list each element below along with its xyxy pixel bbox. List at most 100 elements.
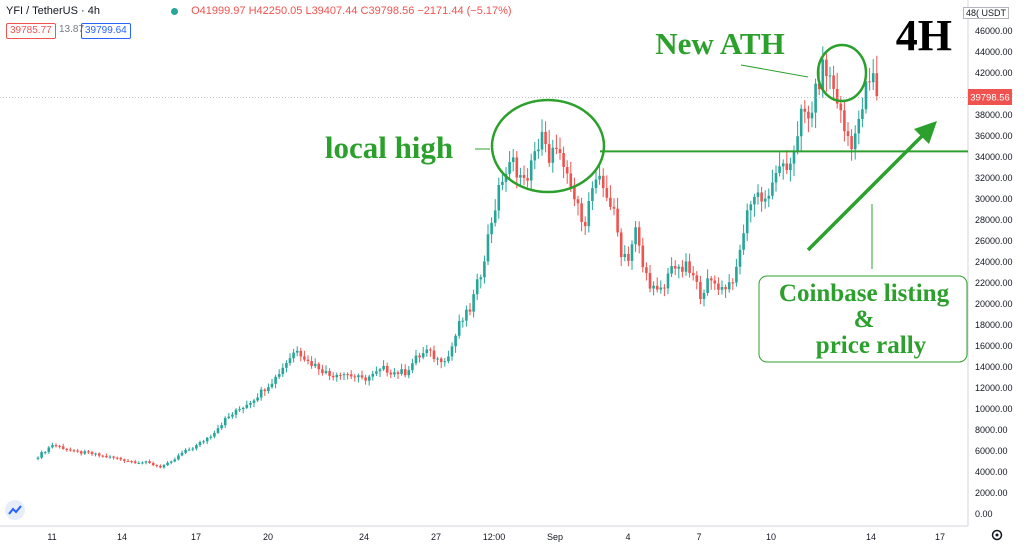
candle-body — [522, 175, 526, 179]
y-tick-label: 12000.00 — [975, 383, 1013, 393]
rally-arrow — [806, 126, 932, 252]
candle-body — [807, 111, 810, 119]
candle-body — [695, 275, 699, 282]
candle-body — [141, 462, 144, 464]
candle-body — [659, 287, 663, 290]
x-tick-label: 27 — [431, 532, 441, 542]
timeframe-label: 4H — [896, 11, 952, 60]
candle-body — [313, 363, 317, 367]
candle-body — [591, 188, 594, 201]
candle-body — [843, 110, 846, 132]
candle-body — [213, 432, 216, 437]
x-tick-label: 12:00 — [483, 532, 506, 542]
candle-body — [720, 287, 724, 290]
candle-body — [796, 136, 799, 151]
candle-body — [342, 374, 346, 376]
candle-body — [864, 81, 868, 110]
candlesticks — [36, 46, 879, 469]
candle-body — [558, 149, 562, 154]
market-status-icon — [171, 7, 179, 15]
candle-body — [598, 175, 601, 180]
candle-body — [497, 185, 501, 211]
y-tick-label: 46000.00 — [975, 26, 1013, 36]
candle-body — [414, 355, 418, 364]
local-high-circle — [490, 98, 606, 194]
symbol-label[interactable]: YFI / TetherUS · 4h — [6, 5, 100, 17]
currency-label: USDT — [981, 8, 1007, 18]
candle-body — [742, 233, 745, 250]
x-tick-label: 20 — [263, 532, 273, 542]
candle-body — [191, 448, 195, 450]
listing-line-1: Coinbase listing — [779, 280, 950, 307]
candle-body — [54, 445, 58, 447]
candle-body — [605, 188, 609, 198]
candle-body — [853, 133, 857, 150]
candle-body — [875, 73, 879, 97]
x-tick-label: 24 — [359, 532, 369, 542]
candle-body — [223, 418, 227, 426]
price-axis[interactable]: 0.00 2000.00 4000.00 6000.00 8000.00 10000.00… — [967, 0, 1013, 526]
candle-body — [241, 407, 245, 410]
candle-body — [681, 266, 684, 272]
candle-body — [619, 232, 623, 258]
candle-body — [382, 365, 385, 370]
candle-body — [573, 186, 576, 200]
candle-body — [702, 292, 706, 299]
candle-body — [778, 166, 781, 174]
candle-body — [850, 136, 853, 150]
candle-body — [252, 400, 256, 403]
currency-selector[interactable]: 48( USDT — [963, 7, 1010, 19]
candle-body — [263, 389, 267, 392]
candle-body — [79, 451, 83, 454]
candle-body — [306, 359, 310, 362]
candle-body — [184, 449, 187, 453]
candle-body — [540, 131, 544, 150]
ask-price[interactable]: 39799.64 — [81, 23, 131, 39]
candle-body — [58, 445, 61, 447]
y-tick-label: 26000.00 — [975, 236, 1013, 246]
bid-price[interactable]: 39785.77 — [6, 23, 56, 39]
candle-body — [450, 346, 454, 357]
candle-body — [220, 425, 223, 429]
candle-body — [292, 352, 295, 359]
candle-body — [209, 436, 213, 438]
candle-body — [133, 461, 137, 464]
candle-body — [119, 457, 123, 460]
candle-body — [400, 369, 403, 374]
candle-body — [335, 374, 339, 378]
candle-body — [195, 445, 198, 449]
candle-body — [436, 358, 439, 360]
candle-body — [123, 459, 126, 461]
chart-header: YFI / TetherUS · 4h O41999.97 H42250.05 … — [6, 5, 512, 17]
candle-body — [346, 374, 349, 376]
candle-body — [177, 455, 180, 460]
candle-body — [825, 59, 828, 77]
candle-body — [731, 282, 735, 284]
candle-body — [738, 249, 742, 267]
candle-body — [137, 462, 141, 464]
settings-gear-icon[interactable] — [991, 529, 1003, 541]
candle-body — [425, 349, 429, 354]
candle-body — [378, 369, 382, 372]
candle-body — [245, 404, 249, 408]
time-axis[interactable]: 11 14 17 20 24 27 12:00 Sep 4 7 10 14 17 — [0, 525, 968, 542]
candle-body — [112, 456, 115, 458]
candle-body — [745, 210, 749, 234]
y-tick-label: 22000.00 — [975, 278, 1013, 288]
candle-body — [259, 389, 263, 398]
candle-body — [367, 376, 371, 381]
axis-top-tick: 48( — [966, 8, 980, 18]
x-tick-label: 4 — [625, 532, 630, 542]
candle-body — [418, 355, 421, 358]
y-tick-label: 18000.00 — [975, 320, 1013, 330]
candle-body — [396, 372, 400, 374]
candle-body — [295, 350, 299, 353]
tradingview-logo[interactable] — [5, 500, 25, 520]
candle-body — [270, 383, 274, 388]
listing-callout: Coinbase listing & price rally — [758, 275, 968, 363]
candle-body — [724, 287, 727, 290]
candle-body — [810, 112, 814, 119]
candle-body — [763, 198, 767, 202]
x-tick-label: 14 — [117, 532, 127, 542]
